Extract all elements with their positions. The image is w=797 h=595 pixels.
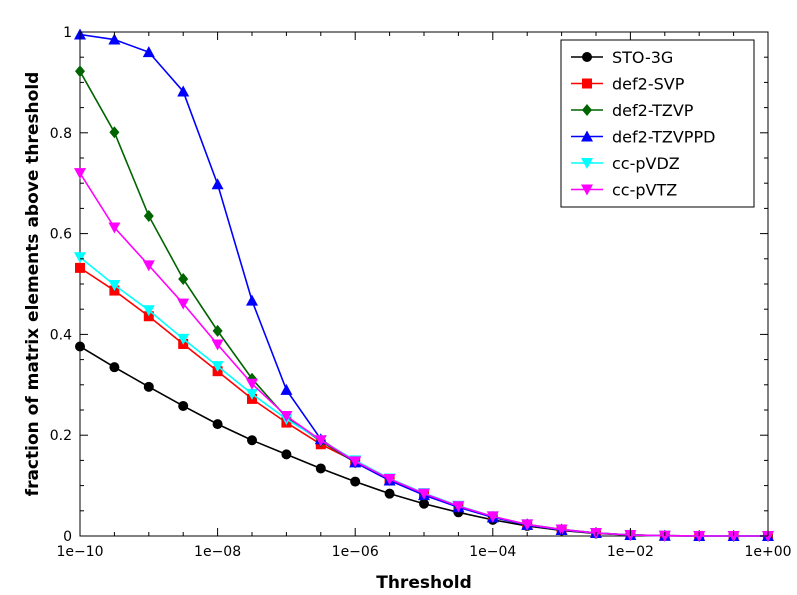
data-point-sto-3g xyxy=(247,435,257,446)
legend: STO-3G def2-SVP def2-TZVP def2-TZVPPD cc-pVD… xyxy=(560,39,755,208)
data-point-sto-3g xyxy=(384,488,395,499)
x-tick-label: 1e−10 xyxy=(56,544,103,560)
data-point-sto-3g xyxy=(109,362,120,373)
data-point-cc-pvtz xyxy=(108,222,121,234)
data-point-cc-pvtz xyxy=(486,511,499,523)
data-point-sto-3g xyxy=(143,381,154,392)
data-point-cc-pvtz xyxy=(142,260,155,272)
legend-label-def2-tzvp: def2-TZVP xyxy=(612,101,694,120)
data-point-cc-pvdz xyxy=(211,361,224,373)
data-point-cc-pvtz xyxy=(246,378,258,390)
x-axis-title: Threshold xyxy=(376,573,472,593)
data-point-sto-3g xyxy=(315,463,326,474)
legend-marker-def2-svp xyxy=(582,78,592,89)
data-point-def2-tzvp xyxy=(109,126,120,139)
series-sto-3g xyxy=(75,341,773,541)
data-point-def2-tzvp xyxy=(178,272,189,285)
data-point-sto-3g xyxy=(212,419,223,430)
x-tick-label: 1e+00 xyxy=(744,544,791,560)
data-point-cc-pvdz xyxy=(142,305,155,317)
legend-label-def2-svp: def2-SVP xyxy=(612,75,685,94)
data-point-cc-pvtz xyxy=(452,501,465,513)
data-point-sto-3g xyxy=(281,449,292,460)
y-tick-label: 1 xyxy=(63,25,72,41)
legend-label-cc-pvdz: cc-pVDZ xyxy=(612,154,680,173)
data-point-cc-pvtz xyxy=(418,488,430,500)
data-point-def2-tzvp xyxy=(212,324,223,337)
legend-marker-def2-tzvppd xyxy=(581,130,593,142)
data-point-cc-pvtz xyxy=(383,474,396,486)
data-point-def2-svp xyxy=(143,311,154,322)
legend-marker-def2-tzvp xyxy=(582,104,592,116)
legend-marker-cc-pvtz xyxy=(581,184,593,196)
y-tick-label: 0.8 xyxy=(50,126,72,142)
series-line-cc-pvtz xyxy=(79,172,769,537)
data-point-cc-pvtz xyxy=(727,530,740,542)
legend-marker-sto-3g xyxy=(582,52,592,62)
x-tick-label: 1e−04 xyxy=(469,544,516,560)
legend-label-sto-3g: STO-3G xyxy=(612,48,673,67)
data-point-cc-pvdz xyxy=(108,280,121,292)
data-point-def2-svp xyxy=(75,262,85,273)
data-point-def2-tzvppd xyxy=(280,383,293,395)
data-point-sto-3g xyxy=(419,498,429,509)
data-point-sto-3g xyxy=(350,476,361,487)
data-point-sto-3g xyxy=(75,341,85,352)
data-point-cc-pvtz xyxy=(280,411,293,423)
y-axis-title: fraction of matrix elements above thresh… xyxy=(23,72,43,497)
data-point-cc-pvtz xyxy=(211,339,224,351)
data-point-cc-pvtz xyxy=(555,524,568,536)
data-point-cc-pvtz xyxy=(521,519,534,531)
legend-label-def2-tzvppd: def2-TZVPPD xyxy=(612,128,715,147)
data-point-cc-pvdz xyxy=(74,252,86,264)
x-tick-label: 1e−02 xyxy=(607,544,654,560)
data-point-cc-pvtz xyxy=(74,168,86,180)
y-tick-label: 0.6 xyxy=(50,227,72,243)
data-point-cc-pvtz xyxy=(693,530,706,542)
data-point-cc-pvdz xyxy=(177,333,190,345)
data-point-def2-tzvp xyxy=(143,209,154,222)
data-point-cc-pvdz xyxy=(246,388,258,400)
data-point-def2-tzvppd xyxy=(142,46,155,58)
legend-label-cc-pvtz: cc-pVTZ xyxy=(612,181,677,200)
legend-box xyxy=(560,39,755,208)
data-point-cc-pvtz xyxy=(177,298,190,310)
y-tick-label: 0.2 xyxy=(50,428,72,444)
data-point-def2-tzvppd xyxy=(177,85,190,97)
x-tick-label: 1e−06 xyxy=(332,544,379,560)
x-tick-label: 1e−08 xyxy=(194,544,241,560)
data-point-def2-tzvp xyxy=(75,65,85,78)
data-point-cc-pvtz xyxy=(349,456,362,468)
data-point-cc-pvtz xyxy=(658,530,671,542)
data-point-def2-tzvppd xyxy=(211,178,224,190)
series-cc-pvtz xyxy=(74,168,774,542)
data-point-cc-pvtz xyxy=(314,435,327,447)
data-point-def2-tzvppd xyxy=(246,294,258,306)
y-tick-label: 0 xyxy=(63,529,72,545)
legend-marker-cc-pvdz xyxy=(581,158,593,169)
data-point-def2-tzvppd xyxy=(108,33,121,45)
y-tick-label: 0.4 xyxy=(50,327,72,343)
data-point-sto-3g xyxy=(178,400,189,411)
